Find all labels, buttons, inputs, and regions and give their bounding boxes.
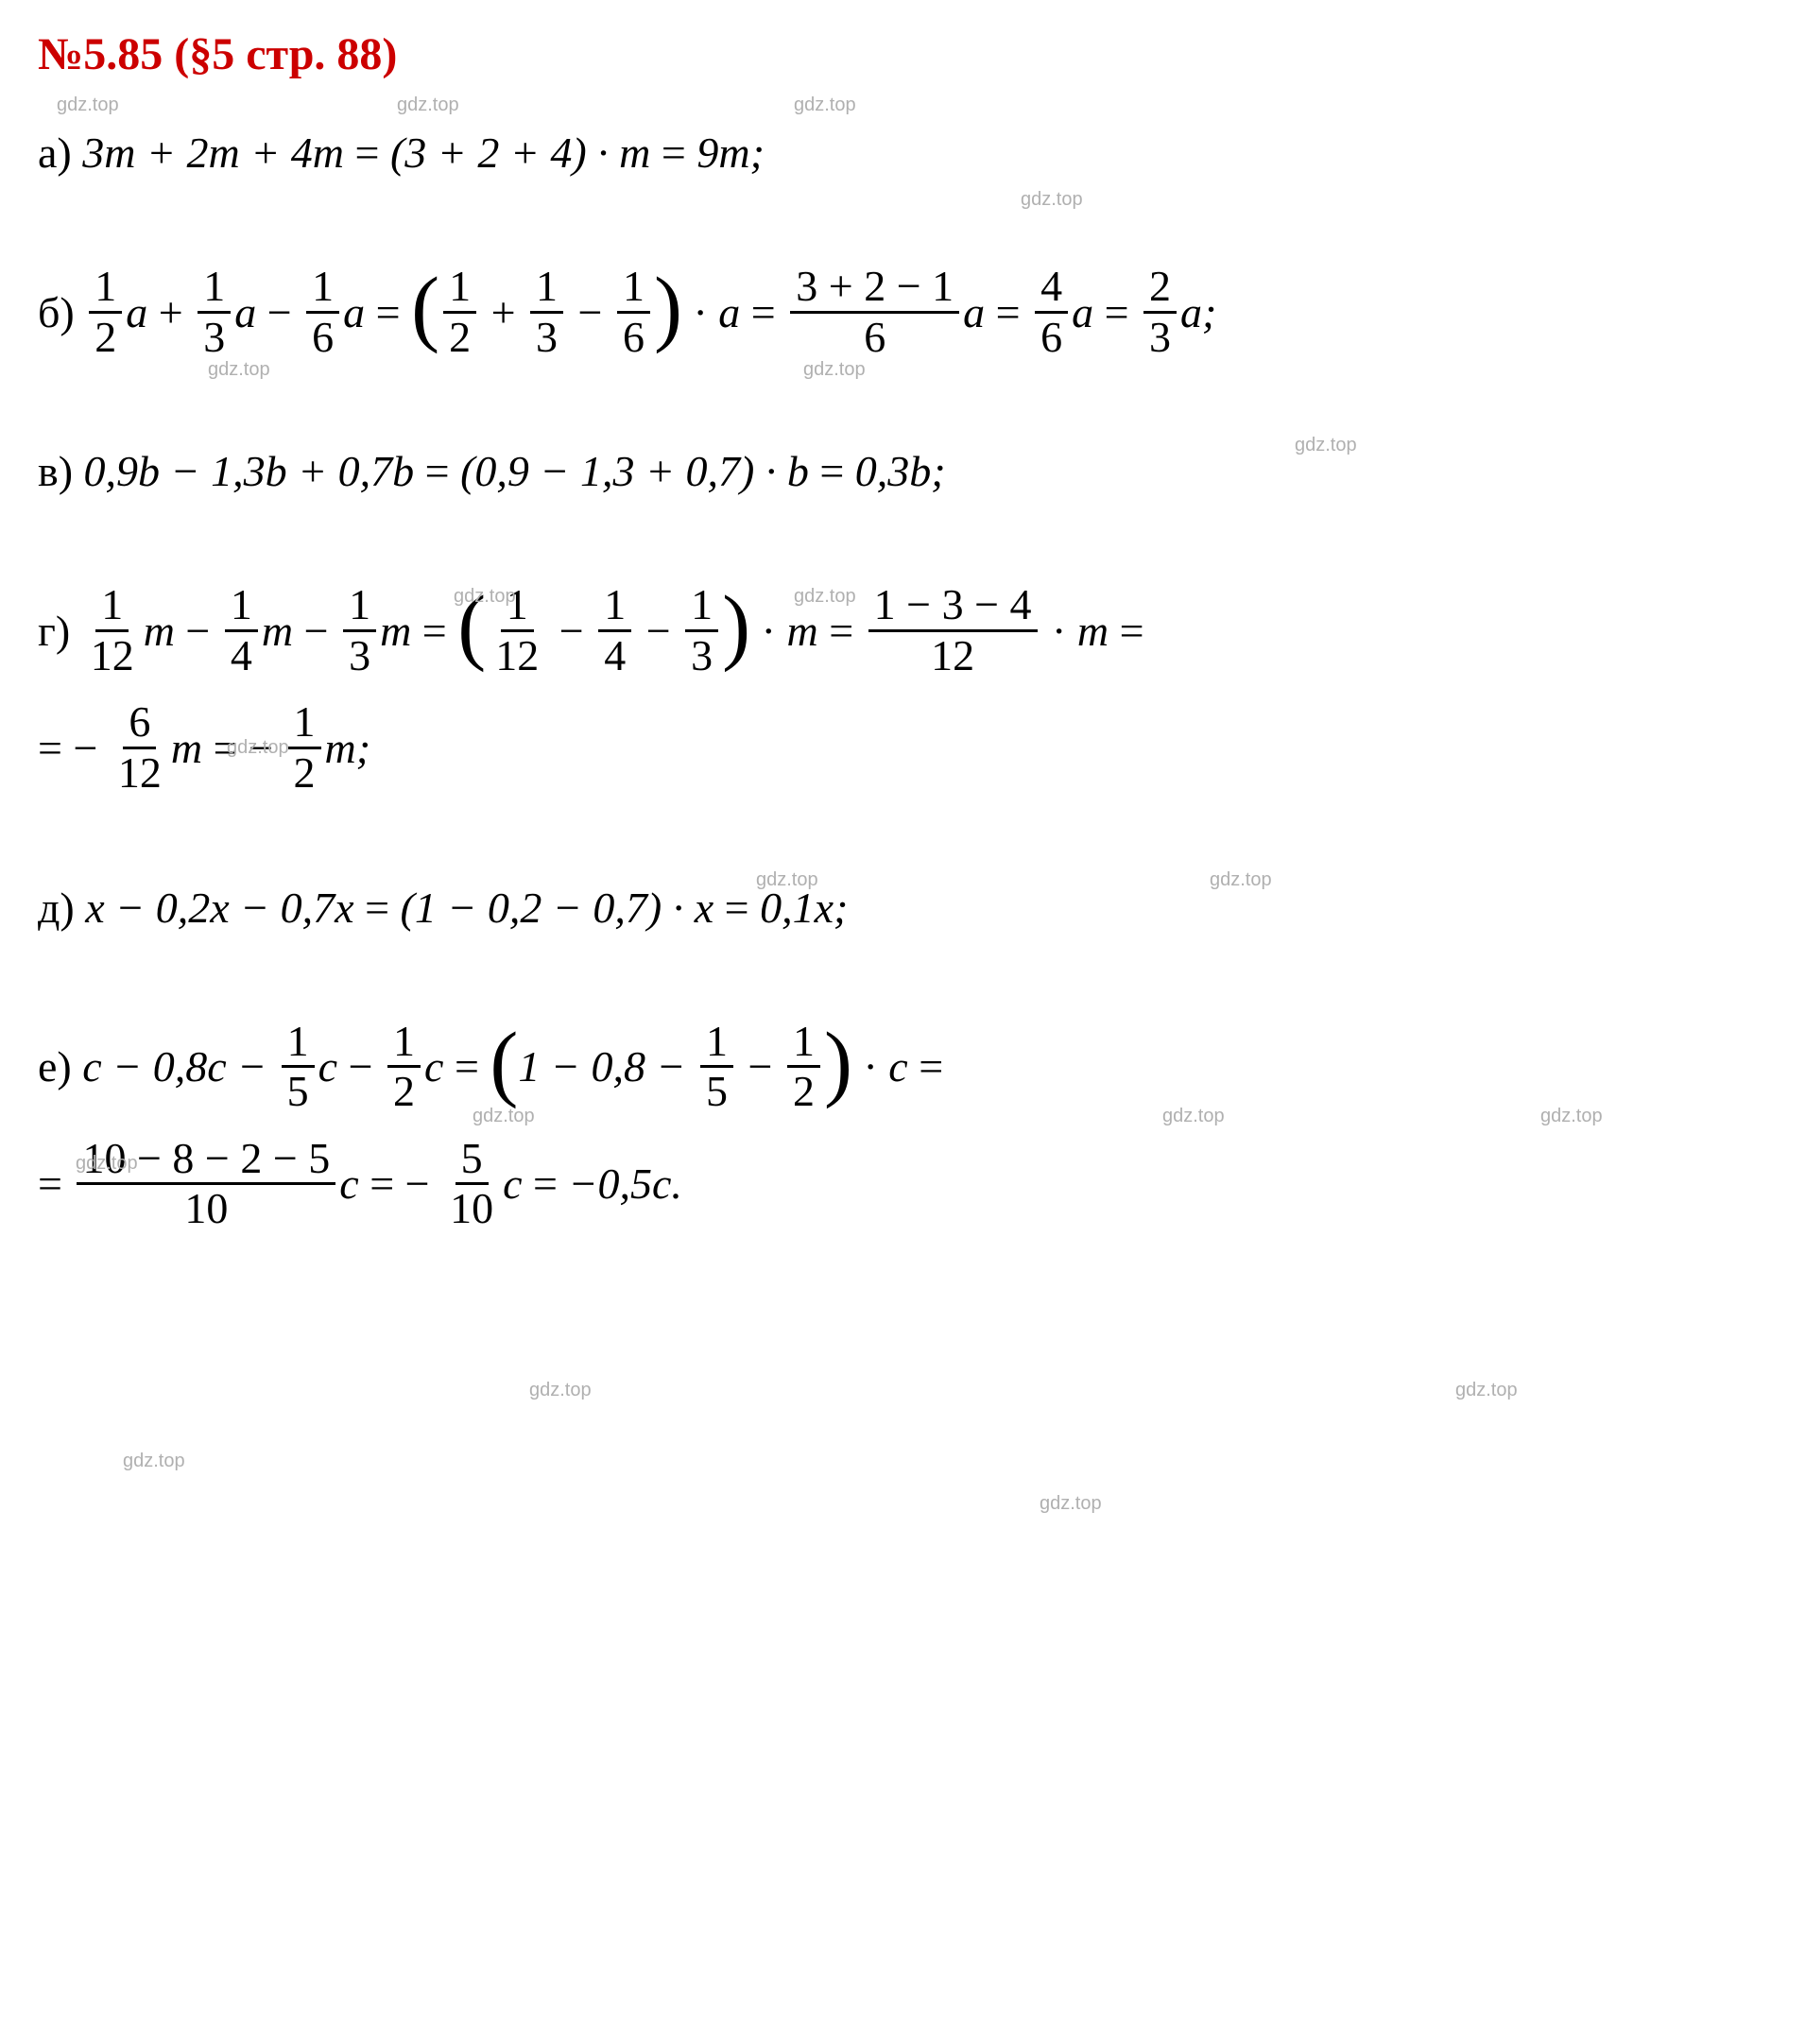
watermark: gdz.top xyxy=(529,1380,592,1401)
a-mid: (3 + 2 + 4) · m xyxy=(390,128,650,178)
c-mid: (0,9 − 1,3 + 0,7) · b xyxy=(460,446,809,496)
c-rhs: 0,3b; xyxy=(855,446,946,496)
b-tail: a; xyxy=(1180,287,1216,337)
a-rhs: 9m; xyxy=(696,128,765,178)
label-e: д) xyxy=(38,883,75,933)
lparen: ( xyxy=(411,283,439,334)
item-a: а) 3m + 2m + 4m = (3 + 2 + 4) · m = 9m; xyxy=(38,128,1767,178)
equals: = xyxy=(650,128,696,178)
frac-d-r2: 12 xyxy=(288,698,321,797)
d-tail: m; xyxy=(325,723,371,773)
frac-d1: 112 xyxy=(85,581,140,679)
watermark: gdz.top xyxy=(794,94,856,116)
label-b: б) xyxy=(38,287,75,337)
e-rhs: 0,1x; xyxy=(760,883,848,933)
frac-b-r1: 46 xyxy=(1035,263,1068,361)
watermark: gdz.top xyxy=(1040,1493,1102,1515)
watermark: gdz.top xyxy=(57,94,119,116)
frac-f2: 12 xyxy=(387,1018,421,1116)
f-rhs: −0,5c. xyxy=(568,1159,681,1209)
watermark: gdz.top xyxy=(208,359,270,381)
item-d: г) 112 m − 14 m − 13 m = ( 112 − 14 − 13… xyxy=(38,581,1767,679)
f-inner-pre: 1 − 0,8 − xyxy=(518,1041,685,1091)
frac-d-sum: 1 − 3 − 412 xyxy=(868,581,1038,679)
item-c: в) 0,9b − 1,3b + 0,7b = (0,9 − 1,3 + 0,7… xyxy=(38,446,1767,496)
watermark: gdz.top xyxy=(1021,189,1083,211)
item-e: д) x − 0,2x − 0,7x = (1 − 0,2 − 0,7) · x… xyxy=(38,883,1767,933)
label-c: в) xyxy=(38,446,73,496)
frac-d2: 14 xyxy=(225,581,258,679)
e-mid: (1 − 0,2 − 0,7) · x xyxy=(401,883,714,933)
f-pre: c − 0,8c − xyxy=(82,1041,266,1091)
page-heading: №5.85 (§5 стр. 88) xyxy=(38,28,1767,80)
frac-b-sum: 3 + 2 − 16 xyxy=(790,263,959,361)
frac-f-sum: 10 − 8 − 2 − 510 xyxy=(77,1135,335,1233)
frac-b2: 13 xyxy=(198,263,231,361)
frac-b1: 12 xyxy=(89,263,122,361)
b-var1: a xyxy=(126,287,147,337)
e-lhs: x − 0,2x − 0,7x xyxy=(85,883,353,933)
watermark: gdz.top xyxy=(1455,1380,1518,1401)
watermark: gdz.top xyxy=(803,359,866,381)
watermark: gdz.top xyxy=(397,94,459,116)
item-f-cont: = 10 − 8 − 2 − 510 c = − 510 c = −0,5c. xyxy=(38,1135,1767,1233)
label-f: е) xyxy=(38,1041,72,1091)
frac-d3: 13 xyxy=(343,581,376,679)
item-f: е) c − 0,8c − 15 c − 12 c = ( 1 − 0,8 − … xyxy=(38,1018,1767,1116)
frac-b3: 16 xyxy=(306,263,339,361)
frac-d-r1: 612 xyxy=(112,698,167,797)
c-lhs: 0,9b − 1,3b + 0,7b xyxy=(84,446,415,496)
frac-b-r2: 23 xyxy=(1143,263,1177,361)
item-d-cont: = − 612 m = − 12 m; xyxy=(38,698,1767,797)
watermark: gdz.top xyxy=(123,1451,185,1472)
item-b: б) 12 a + 13 a − 16 a = ( 12 + 13 − 16 )… xyxy=(38,263,1767,361)
a-lhs: 3m + 2m + 4m xyxy=(82,128,344,178)
frac-f1: 15 xyxy=(282,1018,315,1116)
label-a: а) xyxy=(38,128,72,178)
equals: = xyxy=(344,128,390,178)
label-d: г) xyxy=(38,606,70,656)
rparen: ) xyxy=(654,283,682,334)
frac-f-r1: 510 xyxy=(444,1135,499,1233)
